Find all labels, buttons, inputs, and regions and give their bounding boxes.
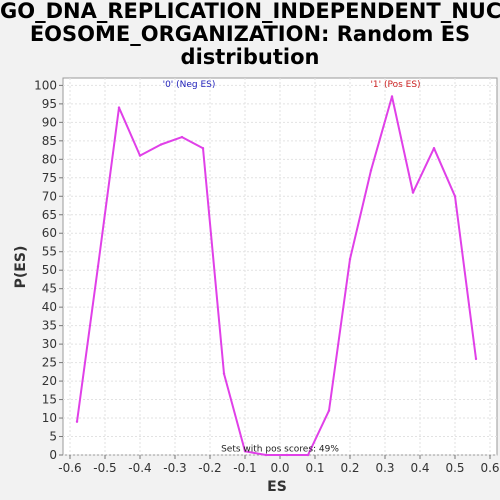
y-tick-label: 60 (42, 226, 57, 240)
y-tick-label: 90 (42, 115, 57, 129)
x-tick-label: -0.6 (58, 461, 81, 475)
data-point (453, 195, 457, 198)
data-point (348, 257, 352, 261)
data-point (159, 143, 163, 146)
data-point (306, 453, 310, 457)
y-tick-label: 10 (42, 411, 57, 425)
x-tick-label: 0.0 (270, 461, 289, 475)
y-tick-label: 20 (42, 374, 57, 388)
y-tick-label: 30 (42, 337, 57, 351)
y-tick-label: 80 (42, 152, 57, 166)
data-point (285, 453, 289, 457)
x-axis-label: ES (267, 479, 287, 495)
y-axis-label: P(ES) (13, 246, 29, 289)
x-tick-label: 0.6 (480, 461, 499, 475)
axes: 0 5 10 15 20 25 30 35 40 45 50 55 60 65 70 75 80 85 90 95 10… (34, 78, 499, 475)
y-tick-label: 85 (42, 134, 57, 148)
grid-lines (63, 78, 497, 456)
chart-title: GO_DNA_REPLICATION_INDEPENDENT_NUCL EOSO… (0, 0, 500, 69)
data-point (117, 106, 121, 109)
data-point (432, 147, 436, 150)
x-tick-label: 0.3 (375, 461, 394, 475)
data-point (201, 147, 205, 150)
x-tick-label: -0.2 (198, 461, 221, 475)
x-tick-label: -0.5 (93, 461, 116, 475)
chart-title-line-3: distribution (180, 45, 320, 69)
y-tick-label: 35 (42, 319, 57, 333)
y-tick-label: 40 (42, 300, 57, 314)
chart-title-line-1: GO_DNA_REPLICATION_INDEPENDENT_NUCL (0, 0, 500, 23)
data-point (369, 169, 373, 172)
y-tick-label: 50 (42, 263, 57, 277)
x-tick-label: 0.2 (340, 461, 359, 475)
data-point (96, 265, 100, 268)
y-tick-label: 75 (42, 171, 57, 185)
y-tick-label: 100 (34, 78, 57, 92)
y-tick-label: 45 (42, 282, 57, 296)
data-point (474, 357, 478, 361)
annotations: '0' (Neg ES) '1' (Pos ES) Sets with pos sc… (163, 80, 421, 454)
data-point (222, 372, 226, 375)
data-point (327, 409, 331, 412)
x-tick-label: 0.1 (305, 461, 324, 475)
y-tick-label: 65 (42, 208, 57, 222)
y-tick-label: 0 (49, 448, 57, 462)
annotation-label: '0' (Neg ES) (163, 80, 216, 90)
data-point (411, 191, 415, 194)
annotation-label: '1' (Pos ES) (370, 80, 420, 90)
x-tick-label: -0.1 (233, 461, 256, 475)
data-point (75, 420, 79, 423)
x-tick-label: -0.3 (163, 461, 186, 475)
y-tick-label: 55 (42, 245, 57, 259)
x-tick-label: -0.4 (128, 461, 151, 475)
data-point (180, 135, 184, 139)
series-layer (75, 95, 478, 457)
chart-title-line-2: EOSOME_ORGANIZATION: Random ES (29, 22, 471, 46)
series-line (76, 95, 477, 456)
data-point (243, 450, 247, 453)
y-tick-label: 95 (42, 97, 57, 111)
x-tick-label: 0.4 (410, 461, 429, 475)
data-point (138, 154, 142, 157)
data-point (264, 453, 268, 457)
data-point (390, 95, 394, 98)
y-tick-label: 25 (42, 356, 57, 370)
y-tick-label: 70 (42, 189, 57, 203)
annotation-label: Sets with pos scores: 49% (221, 444, 339, 454)
y-tick-label: 5 (49, 430, 57, 444)
y-tick-label: 15 (42, 393, 57, 407)
x-tick-label: 0.5 (445, 461, 464, 475)
